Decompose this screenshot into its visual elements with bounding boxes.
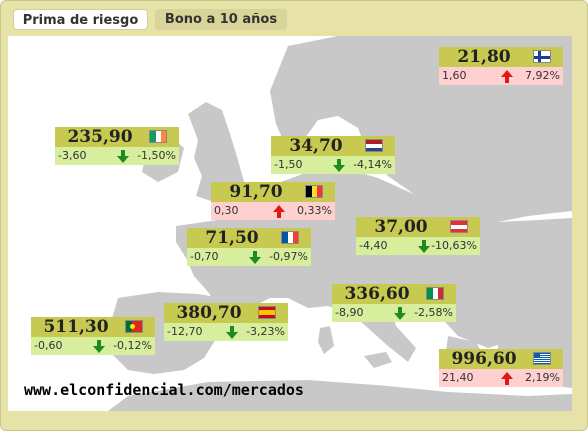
country-card-spain[interactable]: 380,70 -12,70 -3,23% — [164, 303, 288, 342]
risk-premium-value: 91,70 — [229, 182, 283, 202]
country-card-austria[interactable]: 37,00 -4,40 -10,63% — [356, 217, 480, 256]
change-value: 1,60 — [442, 69, 467, 82]
country-card-ireland[interactable]: 235,90 -3,60 -1,50% — [55, 127, 179, 166]
risk-premium-value: 380,70 — [176, 303, 242, 323]
source-link[interactable]: www.elconfidencial.com/mercados — [24, 381, 304, 399]
change-value: -0,60 — [34, 339, 63, 352]
arrow-up-icon — [501, 372, 513, 385]
change-value: 21,40 — [442, 371, 474, 384]
france-flag-icon — [281, 231, 299, 244]
change-value: -1,50 — [274, 158, 303, 171]
country-card-finland[interactable]: 21,80 1,60 7,92% — [439, 47, 563, 86]
arrow-down-icon — [117, 150, 129, 163]
arrow-down-icon — [418, 240, 430, 253]
arrow-down-icon — [249, 251, 261, 264]
belgium-flag-icon — [305, 185, 323, 198]
change-value: -0,70 — [190, 250, 219, 263]
tab-prima-de-riesgo[interactable]: Prima de riesgo — [13, 9, 148, 30]
change-value: -3,60 — [58, 149, 87, 162]
change-value: -12,70 — [167, 325, 203, 338]
country-card-france[interactable]: 71,50 -0,70 -0,97% — [187, 228, 311, 267]
country-card-netherlands[interactable]: 34,70 -1,50 -4,14% — [271, 136, 395, 175]
greece-flag-icon — [533, 352, 551, 365]
risk-premium-value: 71,50 — [205, 228, 259, 248]
change-value: 0,30 — [214, 204, 239, 217]
tab-bono-10-anos[interactable]: Bono a 10 años — [155, 9, 287, 30]
change-percent: -0,12% — [113, 339, 152, 352]
arrow-down-icon — [93, 340, 105, 353]
change-percent: 0,33% — [297, 204, 332, 217]
country-card-belgium[interactable]: 91,70 0,30 0,33% — [211, 182, 335, 221]
risk-premium-value: 511,30 — [43, 317, 109, 337]
arrow-up-icon — [501, 70, 513, 83]
risk-premium-value: 34,70 — [289, 136, 343, 156]
country-card-portugal[interactable]: 511,30 -0,60 -0,12% — [31, 317, 155, 356]
spain-flag-icon — [258, 306, 276, 319]
portugal-flag-icon — [125, 320, 143, 333]
risk-premium-value: 996,60 — [451, 349, 517, 369]
change-percent: -3,23% — [246, 325, 285, 338]
risk-premium-value: 21,80 — [457, 47, 511, 67]
change-percent: -4,14% — [353, 158, 392, 171]
change-percent: -0,97% — [269, 250, 308, 263]
risk-premium-value: 235,90 — [67, 127, 133, 147]
arrow-up-icon — [273, 205, 285, 218]
country-card-italy[interactable]: 336,60 -8,90 -2,58% — [332, 284, 456, 323]
austria-flag-icon — [450, 220, 468, 233]
risk-premium-value: 336,60 — [344, 284, 410, 304]
change-percent: 2,19% — [525, 371, 560, 384]
netherlands-flag-icon — [365, 139, 383, 152]
change-value: -4,40 — [359, 239, 388, 252]
country-card-greece[interactable]: 996,60 21,40 2,19% — [439, 349, 563, 388]
change-value: -8,90 — [335, 306, 364, 319]
change-percent: 7,92% — [525, 69, 560, 82]
change-percent: -10,63% — [431, 239, 477, 252]
change-percent: -2,58% — [414, 306, 453, 319]
arrow-down-icon — [394, 307, 406, 320]
arrow-down-icon — [333, 159, 345, 172]
ireland-flag-icon — [149, 130, 167, 143]
arrow-down-icon — [226, 326, 238, 339]
change-percent: -1,50% — [137, 149, 176, 162]
risk-premium-value: 37,00 — [374, 217, 428, 237]
finland-flag-icon — [533, 50, 551, 63]
italy-flag-icon — [426, 287, 444, 300]
